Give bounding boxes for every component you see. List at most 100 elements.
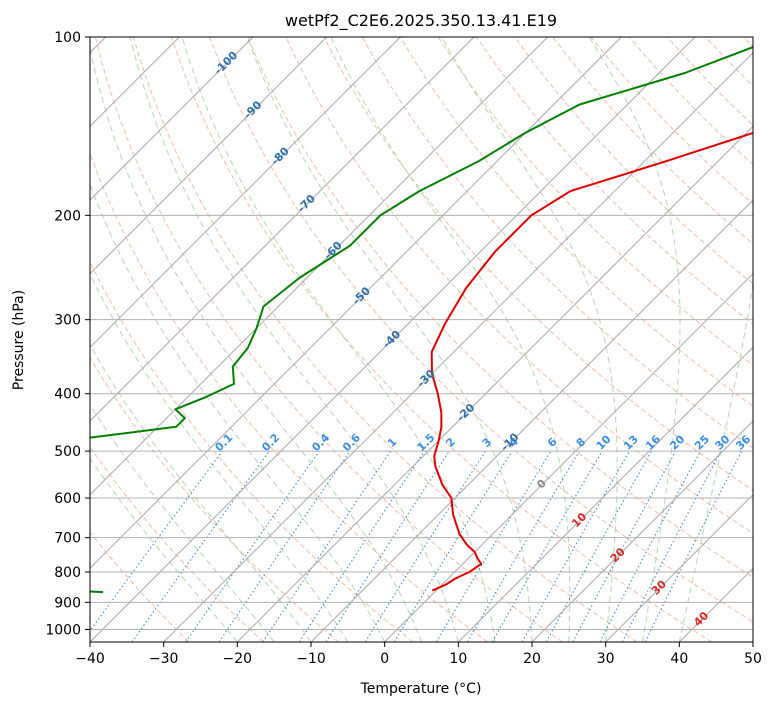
temperature-trace bbox=[430, 131, 753, 592]
dry-adiabat-line bbox=[704, 37, 753, 87]
isotherm-label: -70 bbox=[295, 192, 318, 215]
isotherm-line bbox=[90, 37, 254, 201]
moist-adiabat-line bbox=[588, 37, 681, 642]
dry-adiabat-line bbox=[285, 37, 753, 535]
mixing-ratio-label: 2 bbox=[443, 435, 458, 450]
dry-adiabat-line bbox=[552, 37, 753, 245]
mixing-ratio-label: 20 bbox=[667, 432, 687, 452]
mixing-ratio-label: 10 bbox=[594, 432, 614, 452]
dry-adiabat-line bbox=[90, 531, 190, 642]
y-tick-label: 1000 bbox=[45, 622, 81, 638]
y-tick-label: 400 bbox=[54, 387, 81, 403]
moist-adiabat-line bbox=[441, 37, 618, 642]
plot-frame bbox=[89, 36, 754, 643]
x-tick-label: −10 bbox=[296, 651, 326, 667]
isotherm-line bbox=[384, 272, 753, 642]
isotherm-line bbox=[163, 51, 753, 642]
moist-adiabat-line bbox=[90, 182, 386, 642]
isotherm-line bbox=[457, 346, 753, 642]
x-axis-title: Temperature (°C) bbox=[360, 681, 482, 697]
moist-adiabat-line bbox=[90, 272, 349, 642]
x-tick-label: 0 bbox=[380, 651, 389, 667]
isotherm-line bbox=[90, 37, 696, 642]
isotherm-line bbox=[752, 641, 753, 642]
mixing-ratio-label: 8 bbox=[574, 435, 589, 450]
isotherm-line bbox=[310, 199, 753, 642]
dry-adiabat-line bbox=[90, 356, 339, 642]
moist-adiabat-line bbox=[129, 37, 459, 642]
isotherm-label: 10 bbox=[569, 510, 589, 530]
isotherm-label: -50 bbox=[350, 284, 373, 307]
moist-adiabat-line bbox=[181, 37, 496, 642]
isotherm-line bbox=[90, 37, 401, 349]
moist-adiabat-line bbox=[246, 37, 533, 642]
dry-adiabat-line bbox=[437, 37, 753, 366]
dry-adiabat-line bbox=[247, 37, 753, 578]
dry-adiabat-line bbox=[90, 446, 264, 642]
mixing-ratio-line bbox=[467, 450, 580, 642]
mixing-ratio-label: 1 bbox=[385, 435, 400, 450]
isotherm-label: -80 bbox=[269, 144, 292, 167]
mixing-ratio-line bbox=[572, 450, 677, 642]
isotherm-line bbox=[90, 37, 328, 275]
isotherm-line bbox=[605, 493, 753, 642]
dry-adiabat-line bbox=[90, 260, 414, 642]
y-tick-label: 200 bbox=[54, 208, 81, 224]
y-tick-label: 700 bbox=[54, 531, 81, 547]
isotherm-label: 20 bbox=[608, 545, 628, 565]
isotherm-line bbox=[90, 37, 475, 422]
mixing-ratio-label: 16 bbox=[643, 432, 663, 452]
y-tick-label: 800 bbox=[54, 565, 81, 581]
chart-title: wetPf2_C2E6.2025.350.13.41.E19 bbox=[285, 11, 557, 31]
x-tick-label: −40 bbox=[75, 651, 105, 667]
moist-adiabat-line bbox=[678, 280, 753, 642]
dry-adiabat-line bbox=[361, 37, 753, 449]
moist-adiabat-line bbox=[90, 343, 312, 642]
dry-adiabat-line bbox=[743, 37, 753, 48]
x-tick-label: 40 bbox=[670, 651, 688, 667]
mixing-ratio-line bbox=[90, 450, 223, 632]
mixing-ratio-line bbox=[325, 450, 450, 642]
mixing-ratio-line bbox=[262, 450, 392, 642]
moist-adiabat-line bbox=[90, 457, 238, 642]
dry-adiabat-line bbox=[94, 37, 563, 642]
dry-adiabat-line bbox=[399, 37, 753, 407]
x-tick-label: 20 bbox=[523, 651, 541, 667]
dry-adiabat-line bbox=[323, 37, 753, 491]
mixing-ratio-line bbox=[545, 450, 653, 642]
isotherm-label: -40 bbox=[380, 328, 403, 351]
mixing-ratio-line bbox=[644, 450, 743, 642]
dry-adiabat-line bbox=[90, 152, 488, 642]
y-tick-label: 300 bbox=[54, 313, 81, 329]
dry-adiabat-line bbox=[209, 37, 753, 623]
y-axis-title: Pressure (hPa) bbox=[11, 290, 27, 390]
x-tick-label: 10 bbox=[449, 651, 467, 667]
y-tick-label: 500 bbox=[54, 444, 81, 460]
isotherm-label: 40 bbox=[691, 609, 711, 629]
mixing-ratio-label: 13 bbox=[621, 433, 641, 453]
mixing-ratio-line bbox=[298, 450, 425, 642]
isotherm-label: -60 bbox=[322, 239, 345, 262]
mixing-ratio-label: 6 bbox=[545, 435, 560, 450]
moist-adiabat-line bbox=[90, 404, 275, 642]
isotherm-label: -20 bbox=[454, 401, 477, 424]
dry-adiabat-line bbox=[476, 37, 753, 325]
isotherm-line bbox=[531, 420, 753, 642]
mixing-ratio-label: 36 bbox=[733, 432, 753, 452]
mixing-ratio-label: 3 bbox=[480, 435, 495, 450]
y-tick-label: 100 bbox=[54, 30, 81, 46]
isotherm-line bbox=[90, 37, 622, 570]
mixing-ratio-line bbox=[521, 450, 630, 642]
x-tick-label: −20 bbox=[223, 651, 253, 667]
moist-adiabat-line bbox=[90, 46, 422, 642]
x-tick-label: 50 bbox=[744, 651, 762, 667]
isotherm-label: 0 bbox=[534, 477, 549, 492]
dewpoint-trace bbox=[90, 46, 753, 594]
isotherm-line bbox=[90, 37, 549, 496]
mixing-ratio-line bbox=[435, 450, 552, 642]
mixing-ratio-line bbox=[218, 450, 351, 642]
x-tick-label: −30 bbox=[149, 651, 179, 667]
mixing-ratio-line bbox=[185, 450, 320, 642]
